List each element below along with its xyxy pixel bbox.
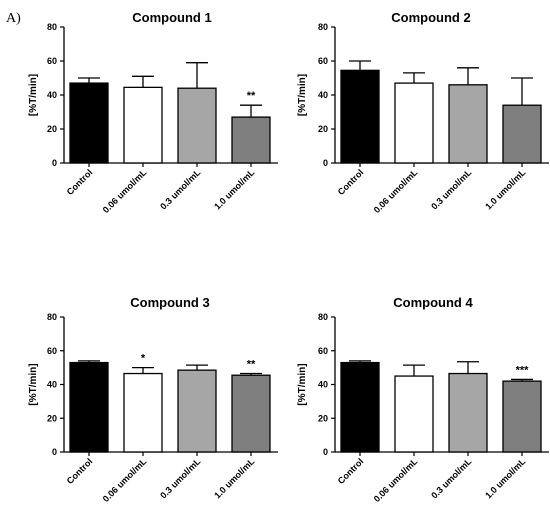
- y-tick-label: 20: [318, 124, 328, 134]
- chart-title: Compound 4: [393, 295, 473, 310]
- bar-4: [231, 116, 271, 164]
- y-tick-label: 60: [47, 346, 57, 356]
- y-axis-label: [%T/min]: [28, 363, 39, 405]
- y-axis-label: [%T/min]: [28, 74, 39, 116]
- bar-4: [502, 380, 542, 453]
- y-tick-label: 20: [47, 413, 57, 423]
- significance-marker: **: [247, 359, 256, 371]
- chart-panel-1: Compound 1 [%T/min] 0 20 40 60 80 Control 0.06 u…: [28, 10, 278, 215]
- chart-title: Compound 3: [130, 295, 209, 310]
- y-tick-label: 40: [47, 380, 57, 390]
- x-tick-label: 0.3 umol/mL: [158, 456, 203, 501]
- bar-1: [69, 361, 109, 453]
- y-tick-label: 60: [47, 56, 57, 66]
- x-tick-label: 0.3 umol/mL: [158, 167, 203, 212]
- chart-panel-2: Compound 2 [%T/min] 0 20 40 60 80 Control 0.06 u…: [297, 10, 549, 215]
- y-axis-label: [%T/min]: [297, 74, 308, 116]
- y-tick-label: 20: [318, 413, 328, 423]
- significance-marker: **: [247, 90, 256, 102]
- y-tick-label: 80: [318, 22, 328, 32]
- x-tick-label: 0.06 umol/mL: [372, 456, 420, 504]
- x-tick-label: 0.06 umol/mL: [372, 167, 420, 215]
- x-tick-label: 0.06 umol/mL: [101, 167, 149, 215]
- chart-panel-4: Compound 4 [%T/min] 0 20 40 60 80 Control 0.06 u…: [297, 295, 549, 504]
- bar-3: [448, 372, 488, 453]
- bar-2: [394, 375, 434, 453]
- x-tick-label: 1.0 umol/mL: [483, 167, 528, 212]
- bar-1: [69, 82, 109, 164]
- bar-3: [177, 369, 217, 453]
- chart-title: Compound 1: [132, 10, 211, 25]
- bar-4: [231, 374, 271, 453]
- y-tick-label: 80: [47, 312, 57, 322]
- y-axis-label: [%T/min]: [297, 363, 308, 405]
- y-tick-label: 80: [47, 22, 57, 32]
- y-tick-label: 40: [318, 380, 328, 390]
- x-tick-label: 1.0 umol/mL: [212, 167, 257, 212]
- bar-1: [340, 69, 380, 164]
- bar-4: [502, 104, 542, 164]
- y-tick-label: 0: [323, 447, 328, 457]
- bar-1: [340, 361, 380, 453]
- x-tick-label: 1.0 umol/mL: [483, 456, 528, 501]
- x-tick-label: 0.06 umol/mL: [101, 456, 149, 504]
- bar-2: [123, 86, 163, 164]
- x-tick-label: Control: [65, 167, 95, 197]
- y-tick-label: 60: [318, 56, 328, 66]
- y-tick-label: 40: [318, 90, 328, 100]
- bar-2: [123, 372, 163, 453]
- bar-2: [394, 82, 434, 164]
- bar-3: [177, 87, 217, 164]
- panel-label: A): [6, 11, 21, 26]
- x-tick-label: 0.3 umol/mL: [429, 167, 474, 212]
- x-tick-label: Control: [336, 456, 366, 486]
- x-tick-label: 0.3 umol/mL: [429, 456, 474, 501]
- y-tick-label: 80: [318, 312, 328, 322]
- x-tick-label: Control: [336, 167, 366, 197]
- x-tick-label: 1.0 umol/mL: [212, 456, 257, 501]
- y-tick-label: 0: [52, 158, 57, 168]
- x-tick-label: Control: [65, 456, 95, 486]
- chart-title: Compound 2: [391, 10, 470, 25]
- y-tick-label: 40: [47, 90, 57, 100]
- y-tick-label: 20: [47, 124, 57, 134]
- y-tick-label: 60: [318, 346, 328, 356]
- chart-panel-3: Compound 3 [%T/min] 0 20 40 60 80 Control * 0.06 …: [28, 295, 278, 504]
- y-tick-label: 0: [52, 447, 57, 457]
- significance-marker: ***: [516, 364, 530, 376]
- significance-marker: *: [141, 353, 146, 365]
- y-tick-label: 0: [323, 158, 328, 168]
- bar-3: [448, 84, 488, 164]
